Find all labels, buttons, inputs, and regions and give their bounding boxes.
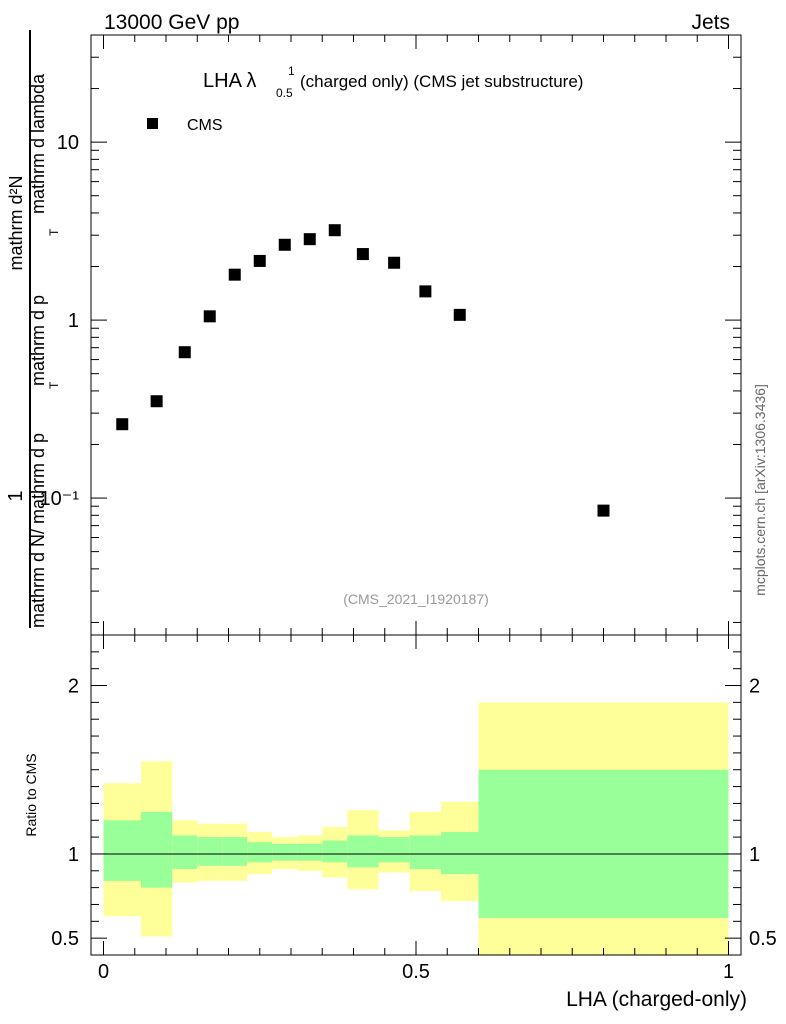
ratio-band-green — [103, 820, 141, 881]
ratio-band-green — [247, 842, 273, 863]
ratio-y-tick-label-left: 0.5 — [51, 928, 79, 950]
ylabel-right-denominator-b: mathrm d lambda — [28, 73, 48, 214]
ratio-bands — [103, 702, 729, 955]
ratio-ticks — [91, 635, 741, 955]
header-left: 13000 GeV pp — [104, 11, 239, 34]
main-data-points — [116, 224, 610, 517]
ratio-band-green — [347, 835, 379, 868]
ratio-y-axis-title: Ratio to CMS — [23, 753, 39, 836]
ratio-band-green — [378, 837, 410, 863]
legend-label: CMS — [187, 117, 223, 134]
side-credit: mcplots.cern.ch [arXiv:1306.3436] — [752, 384, 768, 596]
ratio-y-tick-label-left: 2 — [68, 676, 79, 698]
x-tick-label: 1 — [723, 961, 734, 983]
data-point — [278, 238, 291, 251]
ratio-y-tick-label-right: 0.5 — [749, 928, 777, 950]
data-point — [203, 310, 216, 323]
ratio-band-green — [409, 835, 441, 870]
data-point — [303, 233, 316, 246]
y-tick-label: 1 — [68, 310, 79, 332]
main-y-axis-title: 1 mathrm d N/ mathrm d p T mathrm d²N ma… — [5, 30, 61, 628]
ratio-y-tick-label-right: 1 — [749, 844, 760, 866]
data-point — [116, 418, 129, 431]
main-y-tick-labels: 10⁻¹ 1 10 — [40, 132, 80, 510]
main-title-sup: 1 — [288, 64, 295, 78]
data-point — [419, 285, 432, 298]
ylabel-right-numerator: mathrm d²N — [6, 175, 26, 270]
ratio-band-green — [172, 835, 198, 870]
data-point — [253, 254, 266, 267]
ratio-band-green — [141, 811, 173, 888]
y-tick-label: 10 — [57, 132, 79, 154]
ratio-y-tick-label-right: 2 — [749, 676, 760, 698]
analysis-tag: (CMS_2021_I1920187) — [343, 591, 489, 607]
y-tick-label: 10⁻¹ — [40, 488, 80, 510]
ratio-y-tick-labels: 0.5 0.5 1 1 2 2 — [51, 676, 777, 951]
ylabel-sub-right: T — [47, 228, 61, 236]
main-title-suffix: (charged only) (CMS jet substructure) — [300, 72, 583, 91]
x-tick-label: 0 — [98, 961, 109, 983]
header-right: Jets — [691, 11, 730, 34]
ylabel-numerator: 1 — [5, 490, 27, 501]
main-title: LHA λ — [203, 70, 256, 92]
data-point — [328, 224, 341, 237]
ratio-y-tick-label-left: 1 — [68, 844, 79, 866]
main-ticks — [91, 34, 741, 635]
x-axis-title: LHA (charged-only) — [566, 988, 747, 1011]
ratio-band-green — [272, 843, 298, 861]
ylabel-denominator: mathrm d N/ mathrm d p — [28, 433, 48, 628]
ratio-band-green — [441, 832, 479, 875]
data-point — [453, 308, 466, 321]
ratio-band-green — [222, 837, 248, 866]
ratio-band-green — [297, 843, 323, 861]
ratio-band-green — [197, 837, 223, 866]
data-point — [356, 248, 369, 261]
data-point — [150, 395, 163, 408]
legend-marker — [147, 118, 158, 129]
data-point — [228, 268, 241, 281]
x-tick-labels: 0 0.5 1 — [98, 961, 734, 983]
data-point — [178, 346, 191, 359]
ylabel-sub-left: T — [47, 381, 61, 389]
data-point — [597, 504, 610, 517]
ratio-band-green — [478, 769, 729, 918]
ratio-band-green — [322, 840, 348, 863]
ylabel-right-denominator-a: mathrm d p — [28, 295, 48, 386]
x-tick-label: 0.5 — [402, 961, 430, 983]
main-title-sub: 0.5 — [276, 86, 293, 100]
data-point — [388, 256, 401, 269]
